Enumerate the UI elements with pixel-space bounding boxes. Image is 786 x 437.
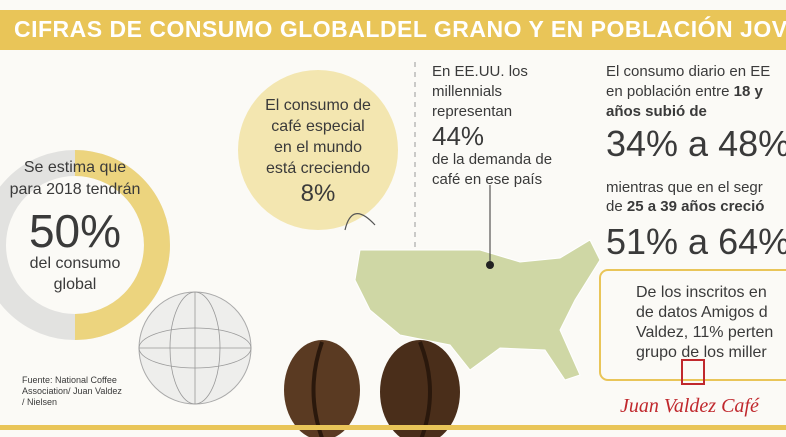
- bubble-value: 8%: [300, 180, 336, 207]
- bean-crease: [418, 341, 432, 437]
- bubble: [238, 70, 398, 230]
- bottom-bar: [0, 425, 786, 430]
- box-text: de datos Amigos d: [636, 304, 768, 321]
- pointer-dot: [486, 261, 494, 269]
- source: Fuente: National Coffee: [22, 375, 117, 385]
- bubble-text: café especial: [271, 118, 365, 135]
- segment-text-bold: 25 a 39 años creció: [626, 198, 765, 215]
- box-text: Valdez, 11% perten: [636, 324, 774, 341]
- source: / Nielsen: [22, 397, 58, 407]
- donut-caption: global: [53, 276, 97, 293]
- logo-icon: [681, 359, 705, 385]
- usa-map: [354, 239, 601, 381]
- daily-range: 34% a 48%: [606, 123, 786, 164]
- segment-text-part: de: [606, 198, 627, 215]
- donut-caption: del consumo: [29, 255, 121, 272]
- daily-text: El consumo diario en EE: [606, 63, 771, 80]
- usa-caption: de la demanda de: [432, 151, 553, 168]
- segment-text: mientras que en el segr: [606, 179, 763, 196]
- daily-text: años subió de: [606, 103, 707, 120]
- box-text: grupo de los miller: [636, 344, 767, 361]
- source: Association/ Juan Valdez: [22, 386, 122, 396]
- segment-text: de 25 a 39 años creció: [606, 199, 764, 214]
- info-box: [599, 269, 786, 381]
- daily-text-part: en población entre: [606, 83, 734, 100]
- usa-caption: café en ese país: [432, 171, 543, 188]
- title: CIFRAS DE CONSUMO GLOBALDEL GRANO Y EN P…: [14, 16, 786, 42]
- usa-text: millennials: [432, 83, 503, 100]
- usa-text: representan: [432, 103, 513, 120]
- daily-text: en población entre 18 y: [606, 84, 763, 99]
- arrow: [344, 213, 376, 231]
- usa-text: En EE.UU. los: [432, 63, 528, 80]
- donut-text: Se estima que: [23, 159, 127, 176]
- bubble-text: El consumo de: [265, 97, 371, 114]
- title-bar: [0, 10, 786, 50]
- box-text: De los inscritos en: [636, 284, 767, 301]
- segment-range: 51% a 64%: [606, 221, 786, 262]
- bubble-text: en el mundo: [273, 139, 363, 156]
- coffee-bean: [380, 340, 460, 437]
- globe-lines: [138, 291, 252, 405]
- donut-arc: [74, 150, 170, 340]
- donut-text: para 2018 tendrán: [9, 181, 141, 198]
- usa-value: 44%: [432, 121, 485, 151]
- daily-text-bold: 18 y: [733, 83, 763, 100]
- coffee-bean: [284, 340, 360, 437]
- bubble-text: está creciendo: [265, 160, 371, 177]
- logo: Juan Valdez Café: [620, 395, 759, 417]
- donut-value: 50%: [28, 205, 122, 257]
